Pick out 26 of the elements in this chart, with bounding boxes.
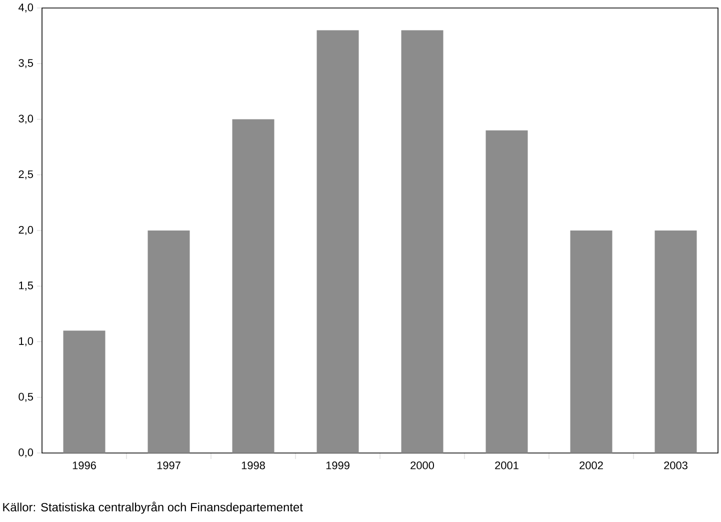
x-tick-label: 2001	[495, 462, 518, 470]
bar	[148, 230, 190, 453]
x-tick-label: 2002	[580, 462, 603, 470]
y-tick-label: 4,0	[18, 3, 34, 13]
x-tick-label: 1998	[242, 462, 265, 470]
y-tick-label: 0,0	[18, 448, 34, 458]
y-tick-label: 1,5	[19, 282, 34, 291]
bar	[654, 230, 697, 453]
x-tick-label: 1996	[72, 462, 96, 470]
bar	[316, 30, 359, 453]
text: Källor: Statistiska centralbyrån och Finansdepartementet	[3, 502, 303, 514]
bar	[570, 230, 612, 453]
bar	[486, 130, 528, 453]
x-tick-label: 1999	[326, 462, 350, 470]
y-tick-label: 2,0	[18, 226, 34, 236]
bar	[401, 30, 444, 453]
x-tick-label: 2000	[410, 462, 434, 470]
x-tick-label: 1997	[157, 462, 180, 470]
bar	[63, 330, 106, 453]
y-tick-label: 3,0	[18, 114, 34, 124]
y-tick-label: 1,0	[19, 337, 34, 346]
x-tick-label: 2003	[664, 462, 688, 470]
y-tick-label: 3,5	[18, 59, 34, 68]
y-tick-label: 0,5	[18, 392, 34, 402]
bar	[232, 119, 274, 453]
y-tick-label: 2,5	[18, 170, 34, 180]
